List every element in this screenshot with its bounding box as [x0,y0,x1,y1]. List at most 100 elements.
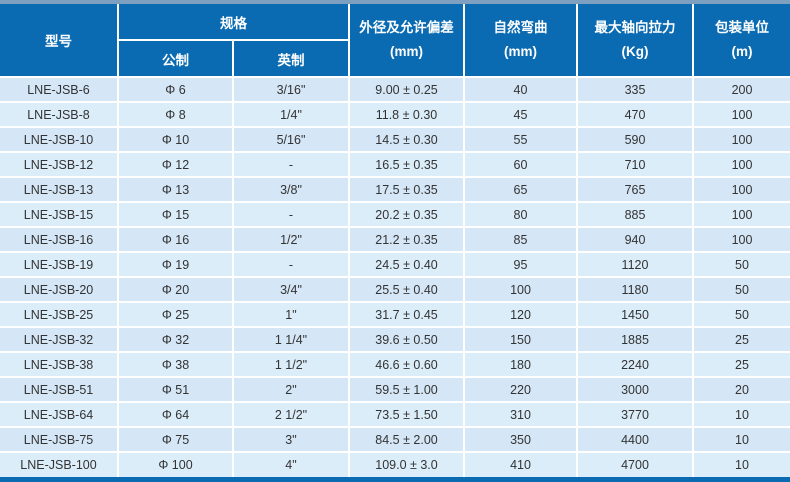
cell-tension: 4700 [576,451,693,477]
header-metric: 公制 [117,39,233,77]
cell-tension: 710 [576,151,693,177]
cell-od: 31.7 ± 0.45 [348,301,464,327]
cell-od: 20.2 ± 0.35 [348,201,464,227]
cell-bend: 350 [463,426,577,452]
header-tension-line1: 最大轴向拉力 [594,20,676,35]
table-row: LNE-JSB-25 Φ 25 1" 31.7 ± 0.45 120 1450 50 [0,301,790,327]
header-tension: 最大轴向拉力 (Kg) [576,4,693,77]
header-imperial: 英制 [232,39,349,77]
table-row: LNE-JSB-15 Φ 15-20.2 ± 0.35 80 885 100 [0,201,790,227]
cell-model: LNE-JSB-100 [0,451,118,477]
cell-bend: 310 [463,401,577,427]
cell-packing: 50 [692,301,790,327]
cell-bend: 180 [463,351,577,377]
cell-model: LNE-JSB-75 [0,426,118,452]
header-bend-line1: 自然弯曲 [493,20,548,35]
cell-od: 21.2 ± 0.35 [348,226,464,252]
cell-metric: Φ 100 [117,451,233,477]
cell-tension: 470 [576,101,693,127]
header-packing: 包装单位 (m) [692,4,790,77]
cell-model: LNE-JSB-25 [0,301,118,327]
table-row: LNE-JSB-20 Φ 20 3/4" 25.5 ± 0.40 100 1180 50 [0,276,790,302]
cell-bend: 220 [463,376,577,402]
cell-packing: 10 [692,451,790,477]
header-packing-line2: (m) [731,44,753,59]
cell-od: 46.6 ± 0.60 [348,351,464,377]
table-row: LNE-JSB-32 Φ 32 1 1/4" 39.6 ± 0.50 150 1885 25 [0,326,790,352]
spec-table: 型号 规格 外径及允许偏差 (mm) 自然弯曲 (mm) 最大轴向拉力 (Kg)… [0,4,790,477]
cell-od: 11.8 ± 0.30 [348,101,464,127]
cell-packing: 25 [692,326,790,352]
cell-metric: Φ 75 [117,426,233,452]
cell-od: 73.5 ± 1.50 [348,401,464,427]
table-row: LNE-JSB-10 Φ 10 5/16" 14.5 ± 0.30 55 590 100 [0,126,790,152]
cell-model: LNE-JSB-6 [0,76,118,102]
cell-imperial: 3/16" [232,76,349,102]
cell-packing: 100 [692,201,790,227]
cell-model: LNE-JSB-16 [0,226,118,252]
cell-tension: 940 [576,226,693,252]
table-row: LNE-JSB-16 Φ 16 1/2" 21.2 ± 0.35 85 940 100 [0,226,790,252]
table-row: LNE-JSB-64 Φ 64 2 1/2" 73.5 ± 1.50 310 3770 10 [0,401,790,427]
header-od-line2: (mm) [390,44,423,59]
cell-model: LNE-JSB-20 [0,276,118,302]
table-row: LNE-JSB-13 Φ 13 3/8" 17.5 ± 0.35 65 765 100 [0,176,790,202]
table-row: LNE-JSB-12 Φ 12-16.5 ± 0.35 60 710 100 [0,151,790,177]
cell-imperial: 5/16" [232,126,349,152]
cell-packing: 100 [692,226,790,252]
header-od-line1: 外径及允许偏差 [359,20,454,35]
cell-metric: Φ 25 [117,301,233,327]
cell-od: 109.0 ± 3.0 [348,451,464,477]
header-row-sub: 公制 英制 [0,39,790,77]
cell-bend: 60 [463,151,577,177]
header-row-group: 型号 规格 外径及允许偏差 (mm) 自然弯曲 (mm) 最大轴向拉力 (Kg)… [0,4,790,77]
cell-imperial: 3" [232,426,349,452]
cell-tension: 1450 [576,301,693,327]
cell-packing: 200 [692,76,790,102]
cell-packing: 100 [692,126,790,152]
table-row: LNE-JSB-8 Φ 8 1/4" 11.8 ± 0.30 45 470 100 [0,101,790,127]
table-header: 型号 规格 外径及允许偏差 (mm) 自然弯曲 (mm) 最大轴向拉力 (Kg)… [0,4,790,77]
cell-od: 24.5 ± 0.40 [348,251,464,277]
cell-bend: 120 [463,301,577,327]
cell-packing: 10 [692,426,790,452]
cell-packing: 100 [692,151,790,177]
cell-packing: 50 [692,251,790,277]
cell-metric: Φ 12 [117,151,233,177]
cell-model: LNE-JSB-32 [0,326,118,352]
cell-metric: Φ 64 [117,401,233,427]
cell-model: LNE-JSB-8 [0,101,118,127]
table-row: LNE-JSB-51 Φ 51 2" 59.5 ± 1.00 220 3000 20 [0,376,790,402]
cell-od: 14.5 ± 0.30 [348,126,464,152]
cell-od: 39.6 ± 0.50 [348,326,464,352]
cell-metric: Φ 51 [117,376,233,402]
cell-od: 17.5 ± 0.35 [348,176,464,202]
cell-imperial: 2" [232,376,349,402]
cell-imperial: 1 1/2" [232,351,349,377]
cell-packing: 100 [692,101,790,127]
header-packing-line1: 包装单位 [715,20,769,35]
cell-model: LNE-JSB-12 [0,151,118,177]
cell-imperial: 2 1/2" [232,401,349,427]
cell-imperial: - [232,201,349,227]
cell-od: 16.5 ± 0.35 [348,151,464,177]
cell-metric: Φ 16 [117,226,233,252]
cell-imperial: - [232,151,349,177]
table-row: LNE-JSB-100 Φ 100 4" 109.0 ± 3.0 410 4700 10 [0,451,790,477]
cell-od: 59.5 ± 1.00 [348,376,464,402]
header-model: 型号 [0,4,118,77]
cell-tension: 1120 [576,251,693,277]
cell-metric: Φ 32 [117,326,233,352]
table-bottom-border [0,477,790,482]
cell-tension: 765 [576,176,693,202]
cell-metric: Φ 19 [117,251,233,277]
cell-metric: Φ 10 [117,126,233,152]
cell-model: LNE-JSB-10 [0,126,118,152]
header-bend-line2: (mm) [504,44,537,59]
cell-metric: Φ 6 [117,76,233,102]
cell-packing: 50 [692,276,790,302]
cell-tension: 2240 [576,351,693,377]
cell-metric: Φ 20 [117,276,233,302]
cell-bend: 100 [463,276,577,302]
